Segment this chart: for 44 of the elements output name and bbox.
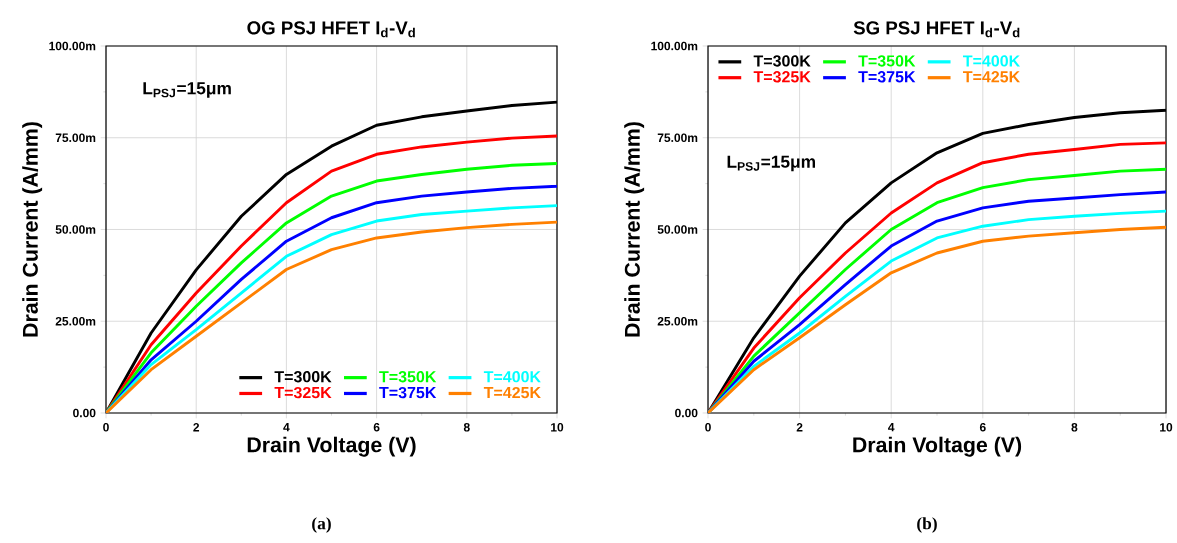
y-tick-label: 0.00 (73, 408, 96, 418)
legend-label: T=375K (379, 386, 437, 399)
chart-title: SG PSJ HFET I$_{d}$-V$_{d}$ (853, 21, 1020, 38)
legend-label: T=425K (963, 71, 1021, 83)
x-tick-label: 2 (193, 423, 200, 432)
legend-label: T=400K (963, 55, 1021, 67)
annotation: L$_{PSJ}$=15μm (143, 82, 231, 98)
x-tick-label: 0 (103, 423, 109, 432)
y-tick-label: 100.00m (49, 41, 96, 51)
x-axis-title: Drain Voltage (V) (247, 436, 416, 457)
x-axis-title: Drain Voltage (V) (853, 436, 1022, 457)
y-tick-label: 100.00m (651, 41, 698, 51)
y-tick-label: 25.00m (657, 316, 698, 326)
legend-label: T=325K (274, 386, 332, 399)
x-tick-label: 8 (463, 423, 470, 432)
y-tick-label: 50.00m (657, 225, 698, 234)
y-tick-label: 25.00m (55, 316, 96, 326)
y-tick-label: 75.00m (657, 133, 698, 142)
legend-label: T=425K (483, 386, 541, 399)
x-tick-label: 10 (551, 423, 564, 432)
annotation: L$_{PSJ}$=15μm (727, 155, 815, 172)
legend-label: T=300K (753, 55, 811, 67)
x-tick-label: 10 (1160, 423, 1173, 432)
legend-label: T=350K (858, 55, 916, 67)
y-tick-label: 75.00m (55, 133, 96, 142)
x-tick-label: 4 (283, 423, 290, 432)
y-axis-title: Drain Current (A/mm) (22, 122, 43, 337)
x-tick-label: 6 (373, 423, 380, 432)
text: (b) (917, 517, 937, 533)
legend-label: T=350K (379, 371, 437, 383)
y-axis-title: Drain Current (A/mm) (624, 122, 645, 337)
chart-title: OG PSJ HFET I$_{d}$-V$_{d}$ (247, 21, 415, 38)
x-tick-label: 8 (1071, 423, 1078, 432)
x-tick-label: 6 (979, 423, 986, 432)
y-tick-label: 50.00m (55, 225, 96, 234)
legend-label: T=325K (753, 71, 811, 83)
legend-label: T=400K (483, 371, 541, 383)
text: (a) (312, 517, 331, 533)
x-tick-label: 4 (888, 423, 895, 432)
x-tick-label: 0 (705, 423, 711, 432)
y-tick-label: 0.00 (675, 408, 698, 418)
x-tick-label: 2 (796, 423, 803, 432)
legend-label: T=375K (858, 71, 916, 83)
legend-label: T=300K (274, 371, 332, 383)
